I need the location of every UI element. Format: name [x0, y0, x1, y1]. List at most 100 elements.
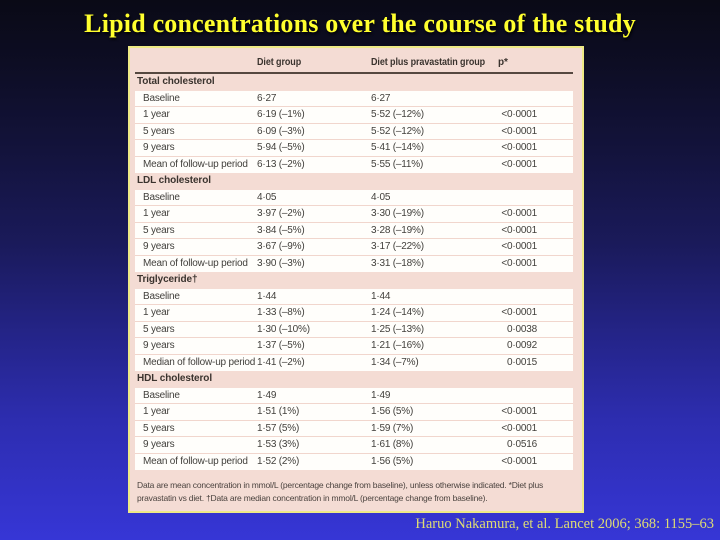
table-cell: 0·0038 [507, 323, 537, 335]
table-cell [492, 190, 573, 206]
table-cell: 5·55 (–11%) [371, 158, 424, 170]
table-cell: 1·41 (–2%) [257, 356, 305, 368]
table-cell [492, 91, 573, 107]
table-row: Mean of follow-up period 3·90 (–3%) 3·31 (… [135, 256, 573, 273]
table-cell: 6·27 [371, 92, 391, 104]
table-cell: 0·0516 [507, 439, 537, 450]
table-cell: 9 years [143, 439, 175, 450]
table-body: Total cholesterol Baseline 6·27 6·27 1 year 6… [130, 74, 582, 470]
table-cell: 5·52 (–12%) [371, 125, 424, 137]
table-cell: <0·0001 [501, 307, 537, 318]
table-cell: 0·0092 [507, 340, 537, 351]
table-row: 9 years 3·67 (–9%) 3·17 (–22%) <0·0001 [135, 239, 573, 256]
table-cell: 6·09 (–3%) [257, 125, 305, 137]
table-cell: 1·57 (5%) [257, 422, 300, 434]
table-cell: 1·21 (–16%) [371, 340, 424, 351]
table-cell: 1·44 [257, 290, 277, 302]
table-cell: 5·94 (–5%) [257, 142, 305, 153]
table-cell: <0·0001 [501, 455, 537, 467]
table-cell: <0·0001 [501, 406, 537, 417]
lipid-concentrations-table: Diet group Diet plus pravastatin group p… [128, 46, 584, 513]
table-cell: 1·52 (2%) [257, 455, 300, 467]
table-row: 5 years 1·30 (–10%) 1·25 (–13%) 0·0038 [135, 322, 573, 338]
table-cell: <0·0001 [501, 422, 537, 434]
table-cell: Mean of follow-up period [143, 257, 248, 269]
table-cell: 3·67 (–9%) [257, 241, 305, 252]
table-footnote: Data are mean concentration in mmol/L (p… [137, 480, 544, 503]
table-cell: 5 years [143, 422, 175, 434]
table-row: 5 years 3·84 (–5%) 3·28 (–19%) <0·0001 [135, 223, 573, 239]
table-cell: 1·51 (1%) [257, 406, 300, 417]
table-cell: 1·25 (–13%) [371, 323, 424, 335]
section-rows: Baseline 6·27 6·27 1 year 6·19 (–1%) 5·52 (–1… [135, 90, 573, 174]
table-cell: 5 years [143, 224, 175, 236]
table-cell: 3·17 (–22%) [371, 241, 424, 252]
table-cell: 1 year [143, 208, 170, 219]
table-cell: 6·27 [257, 92, 277, 104]
table-cell: Baseline [143, 290, 180, 302]
table-cell: 1·24 (–14%) [371, 307, 424, 318]
table-cell: 1·44 [371, 290, 391, 302]
table-cell: 5 years [143, 125, 175, 137]
table-cell: 9 years [143, 340, 175, 351]
table-cell: 3·97 (–2%) [257, 208, 305, 219]
table-column-header-row: Diet group Diet plus pravastatin group p… [135, 48, 573, 72]
table-cell: 3·30 (–19%) [371, 208, 424, 219]
table-cell: 1 year [143, 307, 170, 318]
section-header: HDL cholesterol [137, 373, 212, 384]
table-cell: 1 year [143, 109, 170, 120]
header-rule [135, 72, 573, 74]
table-cell: 1·56 (5%) [371, 406, 414, 417]
column-header-p-value: p* [498, 57, 508, 68]
table-cell: 3·84 (–5%) [257, 224, 305, 236]
table-row: 5 years 1·57 (5%) 1·59 (7%) <0·0001 [135, 421, 573, 437]
table-cell: 9 years [143, 142, 175, 153]
table-row: 1 year 3·97 (–2%) 3·30 (–19%) <0·0001 [135, 206, 573, 223]
table-cell: <0·0001 [501, 109, 537, 120]
column-header-diet-group: Diet group [257, 57, 302, 68]
table-cell: 1 year [143, 406, 170, 417]
table-cell: 3·31 (–18%) [371, 257, 424, 269]
table-cell: 9 years [143, 241, 175, 252]
table-row: Baseline 1·49 1·49 [135, 388, 573, 404]
table-cell: 1·49 [257, 389, 277, 401]
table-cell: <0·0001 [501, 142, 537, 153]
section-rows: Baseline 4·05 4·05 1 year 3·97 (–2%) 3·30 (–1… [135, 189, 573, 273]
table-cell: <0·0001 [501, 158, 537, 170]
table-cell: Baseline [143, 389, 180, 401]
table-cell: Median of follow-up period [143, 356, 256, 368]
table-cell: 3·28 (–19%) [371, 224, 424, 236]
table-cell: 1·49 [371, 389, 391, 401]
table-cell: 1·37 (–5%) [257, 340, 305, 351]
table-cell: <0·0001 [501, 125, 537, 137]
table-cell: 5 years [143, 323, 175, 335]
table-row: Baseline 1·44 1·44 [135, 289, 573, 305]
table-cell: 6·13 (–2%) [257, 158, 305, 170]
table-row: 1 year 1·51 (1%) 1·56 (5%) <0·0001 [135, 404, 573, 421]
table-cell: 5·52 (–12%) [371, 109, 424, 120]
section-rows: Baseline 1·44 1·44 1 year 1·33 (–8%) 1·24 (–1… [135, 288, 573, 372]
section-header: Total cholesterol [137, 76, 215, 87]
table-cell: <0·0001 [501, 208, 537, 219]
slide-title: Lipid concentrations over the course of … [84, 9, 636, 38]
table-cell: <0·0001 [501, 257, 537, 269]
column-header-diet-plus-pravastatin: Diet plus pravastatin group [371, 57, 486, 68]
table-row: 9 years 1·53 (3%) 1·61 (8%) 0·0516 [135, 437, 573, 454]
table-cell: 0·0015 [507, 356, 537, 368]
section-rows: Baseline 1·49 1·49 1 year 1·51 (1%) 1·56 (5%)… [135, 387, 573, 471]
table-row: 9 years 1·37 (–5%) 1·21 (–16%) 0·0092 [135, 338, 573, 355]
table-cell: <0·0001 [501, 241, 537, 252]
table-cell [492, 388, 573, 404]
table-cell: Mean of follow-up period [143, 158, 248, 170]
table-cell: 1·53 (3%) [257, 439, 300, 450]
table-cell: 1·61 (8%) [371, 439, 414, 450]
table-cell: 1·34 (–7%) [371, 356, 419, 368]
table-row: Mean of follow-up period 1·52 (2%) 1·56 (5… [135, 454, 573, 471]
table-cell: Mean of follow-up period [143, 455, 248, 467]
table-row: Baseline 4·05 4·05 [135, 190, 573, 206]
table-cell: 3·90 (–3%) [257, 257, 305, 269]
table-row: Median of follow-up period 1·41 (–2%) 1·34… [135, 355, 573, 372]
table-row: Mean of follow-up period 6·13 (–2%) 5·55 (… [135, 157, 573, 174]
table-cell: Baseline [143, 191, 180, 203]
table-cell: <0·0001 [501, 224, 537, 236]
